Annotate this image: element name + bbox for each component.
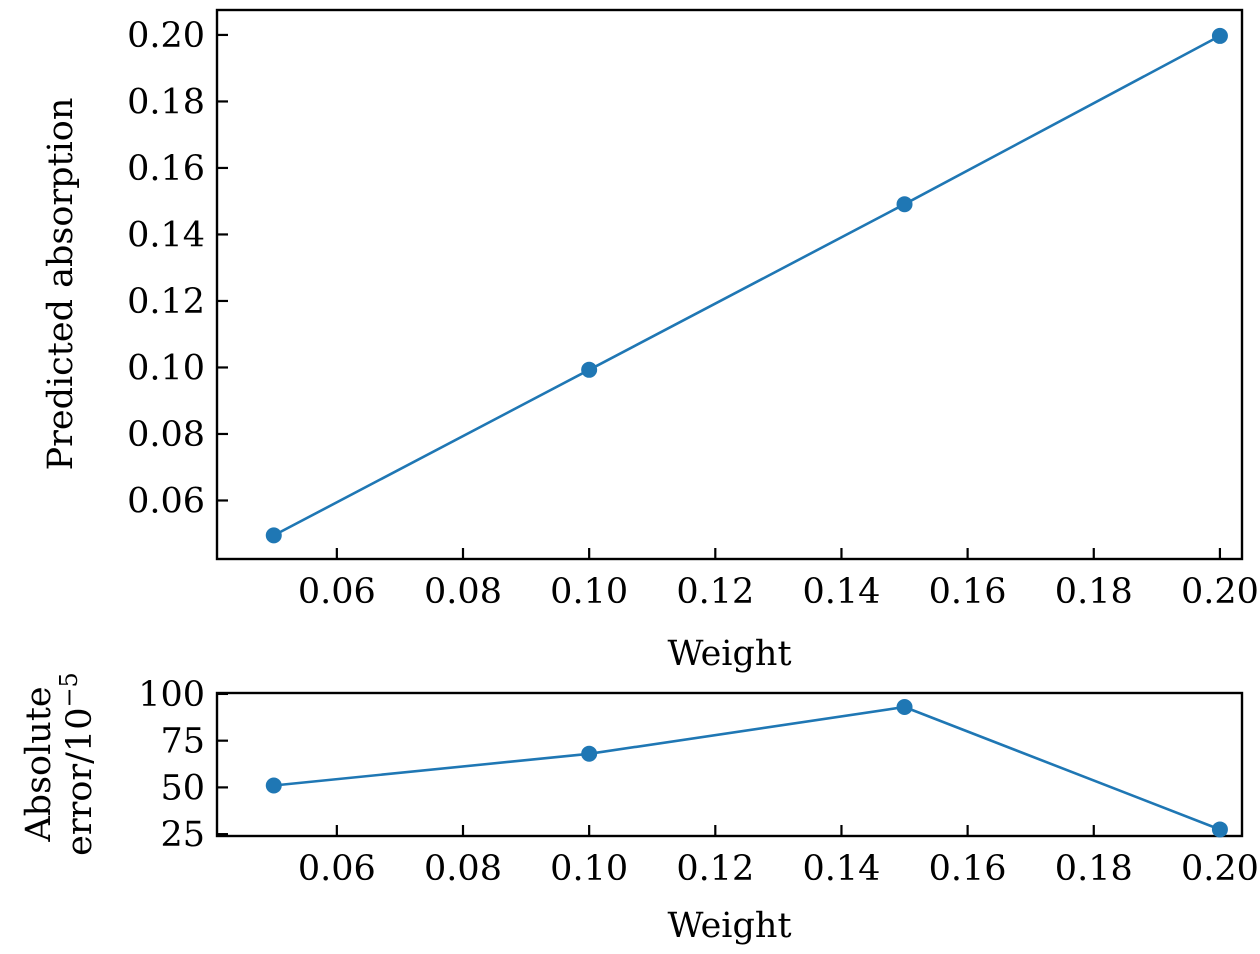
bottom-x-tick-label: 0.06 [298,849,376,889]
top-y-tick-label: 0.10 [127,348,205,388]
top-x-tick-label: 0.16 [929,572,1007,612]
bottom-y-tick-label: 100 [138,675,205,715]
bottom-y-axis-label-line2: error/10−5 [55,672,100,856]
bottom-data-point [265,777,282,794]
bottom-data-point [896,699,913,716]
bottom-x-axis-label: Weight [667,906,791,946]
top-x-tick-label: 0.06 [298,572,376,612]
top-x-tick-label: 0.10 [550,572,628,612]
bottom-x-tick-label: 0.16 [929,849,1007,889]
top-panel: 0.06 0.08 0.10 0.12 0.14 0.16 0.18 0.20 0.06 0.08… [41,8,1259,674]
top-data-point [1211,27,1228,44]
top-y-tick-label: 0.20 [127,16,205,56]
top-series-line [273,34,1221,537]
bottom-y-tick-label: 25 [160,815,205,855]
bottom-plot-frame [215,691,1244,838]
top-plot-frame [215,8,1244,561]
top-y-tick-label: 0.08 [127,415,205,455]
top-y-tick-label: 0.18 [127,82,205,122]
bottom-data-point [581,745,598,762]
bottom-y-axis-label-exponent: −5 [55,672,83,707]
top-y-tick-label: 0.14 [127,215,205,255]
bottom-y-axis-label-line1: Absolute [19,686,59,842]
top-x-tick-label: 0.18 [1055,572,1133,612]
bottom-panel: 0.06 0.08 0.10 0.12 0.14 0.16 0.18 0.20 25 50 75 10… [19,672,1259,946]
top-x-tick-label: 0.14 [802,572,880,612]
top-y-tick-label: 0.16 [127,149,205,189]
bottom-x-tick-label: 0.18 [1055,849,1133,889]
bottom-y-tick-label: 75 [160,722,205,762]
top-data-point [581,361,598,378]
top-data-point [896,196,913,213]
bottom-x-tick-label: 0.10 [550,849,628,889]
bottom-x-tick-label: 0.08 [424,849,502,889]
top-data-point [265,527,282,544]
top-y-tick-label: 0.12 [127,282,205,322]
bottom-series-line [273,705,1221,831]
bottom-x-tick-label: 0.14 [802,849,880,889]
bottom-y-axis-label-base: error/10 [60,708,100,856]
top-x-tick-label: 0.08 [424,572,502,612]
bottom-x-tick-label: 0.20 [1181,849,1259,889]
bottom-x-tick-label: 0.12 [676,849,754,889]
bottom-y-axis-label: Absolute error/10−5 [19,672,100,856]
top-x-tick-label: 0.20 [1181,572,1259,612]
top-x-tick-label: 0.12 [676,572,754,612]
top-x-axis-label: Weight [667,634,791,674]
top-y-tick-label: 0.06 [127,481,205,521]
bottom-y-tick-label: 50 [160,768,205,808]
top-y-axis-label: Predicted absorption [41,98,81,471]
bottom-data-point [1211,821,1228,838]
